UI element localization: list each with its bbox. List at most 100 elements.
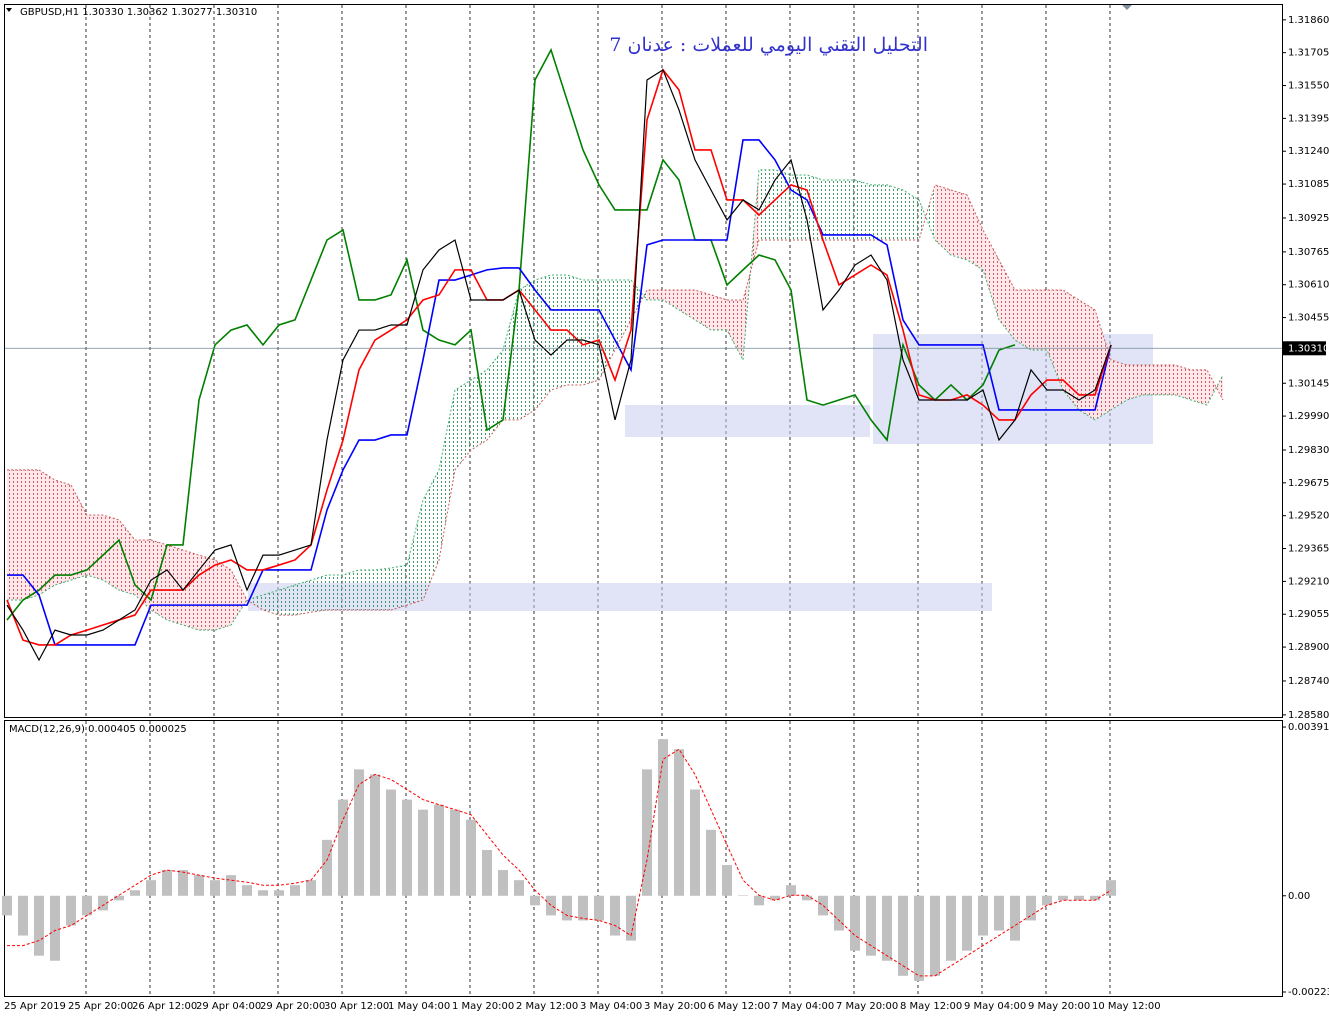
y-tick-label: 1.30765 [1288,247,1329,258]
histogram-bar [690,789,700,896]
y-tick-label: 1.30925 [1288,213,1329,224]
cloud [567,274,583,385]
cloud [599,280,615,381]
cloud [1207,369,1223,406]
zone [625,405,870,437]
y-tick-label: 1.31705 [1288,48,1329,59]
cloud [87,515,103,581]
cloud [551,274,567,391]
y-tick-label: 1.28740 [1288,676,1329,687]
series-line [7,184,1224,616]
menu-arrow[interactable] [6,8,12,12]
y-tick-label: 1.31860 [1288,15,1329,26]
histogram-bar [786,885,796,896]
histogram-bar [802,895,812,901]
y-tick-label: 1.29990 [1288,411,1329,422]
histogram-bar [18,895,28,936]
histogram-bar [338,799,348,896]
histogram-bar [114,895,124,901]
histogram-bar [834,895,844,931]
y-tick-label: 1.29210 [1288,576,1329,587]
histogram-bar [882,895,892,961]
x-tick-label: 8 May 12:00 [900,1001,962,1012]
histogram-bar [66,895,76,926]
cloud [119,519,135,595]
cloud [887,184,903,241]
macd-panel [4,720,1283,997]
cloud [343,569,359,610]
x-tick-label: 25 Apr 2019 [4,1001,66,1012]
y-tick-label: 1.29520 [1288,511,1329,522]
cloud [39,469,55,595]
histogram-bar [130,890,140,896]
x-tick-label: 3 May 20:00 [644,1001,706,1012]
histogram-bar [930,895,940,976]
cloud [1111,359,1127,410]
histogram-bar [674,749,684,896]
price-tag [1283,341,1326,356]
histogram-bar [98,895,108,911]
cloud [295,580,311,616]
x-tick-label: 1 May 20:00 [452,1001,514,1012]
histogram-bar [610,895,620,936]
histogram-bar [562,895,572,921]
cloud [775,169,791,241]
cloud [311,575,327,613]
y-tick-label: 1.31395 [1288,113,1329,124]
histogram-bar [994,895,1004,931]
cloud [695,290,711,331]
cloud [535,274,551,410]
x-tick-label: 6 May 12:00 [708,1001,770,1012]
cloud [1159,365,1175,395]
histogram-bar [626,895,636,941]
histogram-bar [482,849,492,896]
symbol-info: GBPUSD,H1 1.30330 1.30362 1.30277 1.3031… [20,7,257,18]
cloud [23,469,39,601]
histogram-bar [226,875,236,896]
cloud [999,259,1015,341]
cloud [327,575,343,610]
histogram-bar [658,739,668,896]
histogram-bar [194,875,204,896]
cloud [647,290,663,300]
cloud [135,540,151,610]
cloud [583,280,599,385]
histogram-bar [434,804,444,896]
cloud [1079,299,1095,420]
x-tick-label: 3 May 04:00 [580,1001,642,1012]
shift-marker[interactable] [1122,5,1132,10]
cloud [727,299,743,360]
histogram-bar [514,880,524,896]
cloud [919,184,935,241]
histogram-bar [274,890,284,896]
cloud [951,189,967,260]
cloud [487,349,503,441]
y-tick-label: 1.30455 [1288,313,1329,324]
y-tick-label: 1.29055 [1288,609,1329,620]
histogram-bar [370,774,380,896]
histogram-bar [818,895,828,916]
cloud [871,184,887,241]
histogram-bar [498,870,508,896]
cloud [439,390,455,560]
histogram-bar [546,895,556,916]
x-tick-label: 30 Apr 12:00 [324,1001,389,1012]
histogram-bar [530,895,540,906]
annotation: التحليل التقني اليومي للعملات : عدنان 7 [609,34,928,56]
price-panel [4,4,1283,718]
cloud [247,594,263,610]
histogram-bar [914,895,924,981]
cloud [183,550,199,631]
cloud [1127,365,1143,400]
histogram-bar [850,895,860,951]
y-tick-label: 1.30145 [1288,378,1329,389]
x-tick-label: 9 May 20:00 [1028,1001,1090,1012]
histogram-bar [1106,880,1116,896]
histogram-bar [1042,895,1052,906]
cloud [855,180,871,241]
y-tick-label: 1.29675 [1288,478,1329,489]
histogram-bar [146,880,156,896]
cloud [455,380,471,470]
cloud [1047,290,1063,391]
cloud [519,280,535,420]
